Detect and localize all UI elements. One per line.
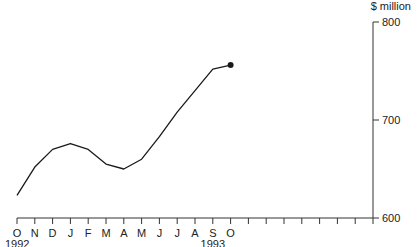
x-tick-label: D [49, 227, 57, 239]
x-tick-label: A [191, 227, 199, 239]
x-tick [141, 218, 142, 224]
x-tick-label: N [31, 227, 39, 239]
chart: ONDJFMAMJJASO19921993600700800$ million [0, 0, 419, 247]
x-tick [248, 218, 249, 224]
x-tick [373, 218, 374, 224]
x-tick-label: F [85, 227, 92, 239]
x-tick [230, 218, 231, 224]
x-tick [159, 218, 160, 224]
x-tick [123, 218, 124, 224]
x-tick [284, 218, 285, 224]
x-tick [17, 218, 18, 224]
y-axis-label: $ million [371, 0, 411, 12]
x-tick [88, 218, 89, 224]
x-tick [34, 218, 35, 224]
data-line [17, 65, 231, 195]
y-tick-label: 800 [382, 16, 400, 28]
x-tick [266, 218, 267, 224]
x-tick [319, 218, 320, 224]
x-tick [52, 218, 53, 224]
x-tick [355, 218, 356, 224]
y-tick-label: 600 [382, 212, 400, 224]
x-tick-label: J [157, 227, 163, 239]
x-tick-label: A [120, 227, 128, 239]
x-tick-label: M [101, 227, 110, 239]
year-label: 1992 [5, 238, 29, 247]
x-tick [337, 218, 338, 224]
x-tick-label: M [137, 227, 146, 239]
x-tick [177, 218, 178, 224]
x-tick [195, 218, 196, 224]
y-tick-label: 700 [382, 114, 400, 126]
year-label: 1993 [201, 238, 225, 247]
x-tick [70, 218, 71, 224]
x-tick [301, 218, 302, 224]
x-tick-label: J [68, 227, 74, 239]
x-tick [106, 218, 107, 224]
x-tick-label: O [226, 227, 235, 239]
x-tick [212, 218, 213, 224]
y-tick [373, 22, 379, 23]
x-tick-label: J [174, 227, 180, 239]
y-tick [373, 218, 379, 219]
end-marker [228, 62, 234, 68]
y-tick [373, 120, 379, 121]
plot-area [17, 62, 234, 195]
